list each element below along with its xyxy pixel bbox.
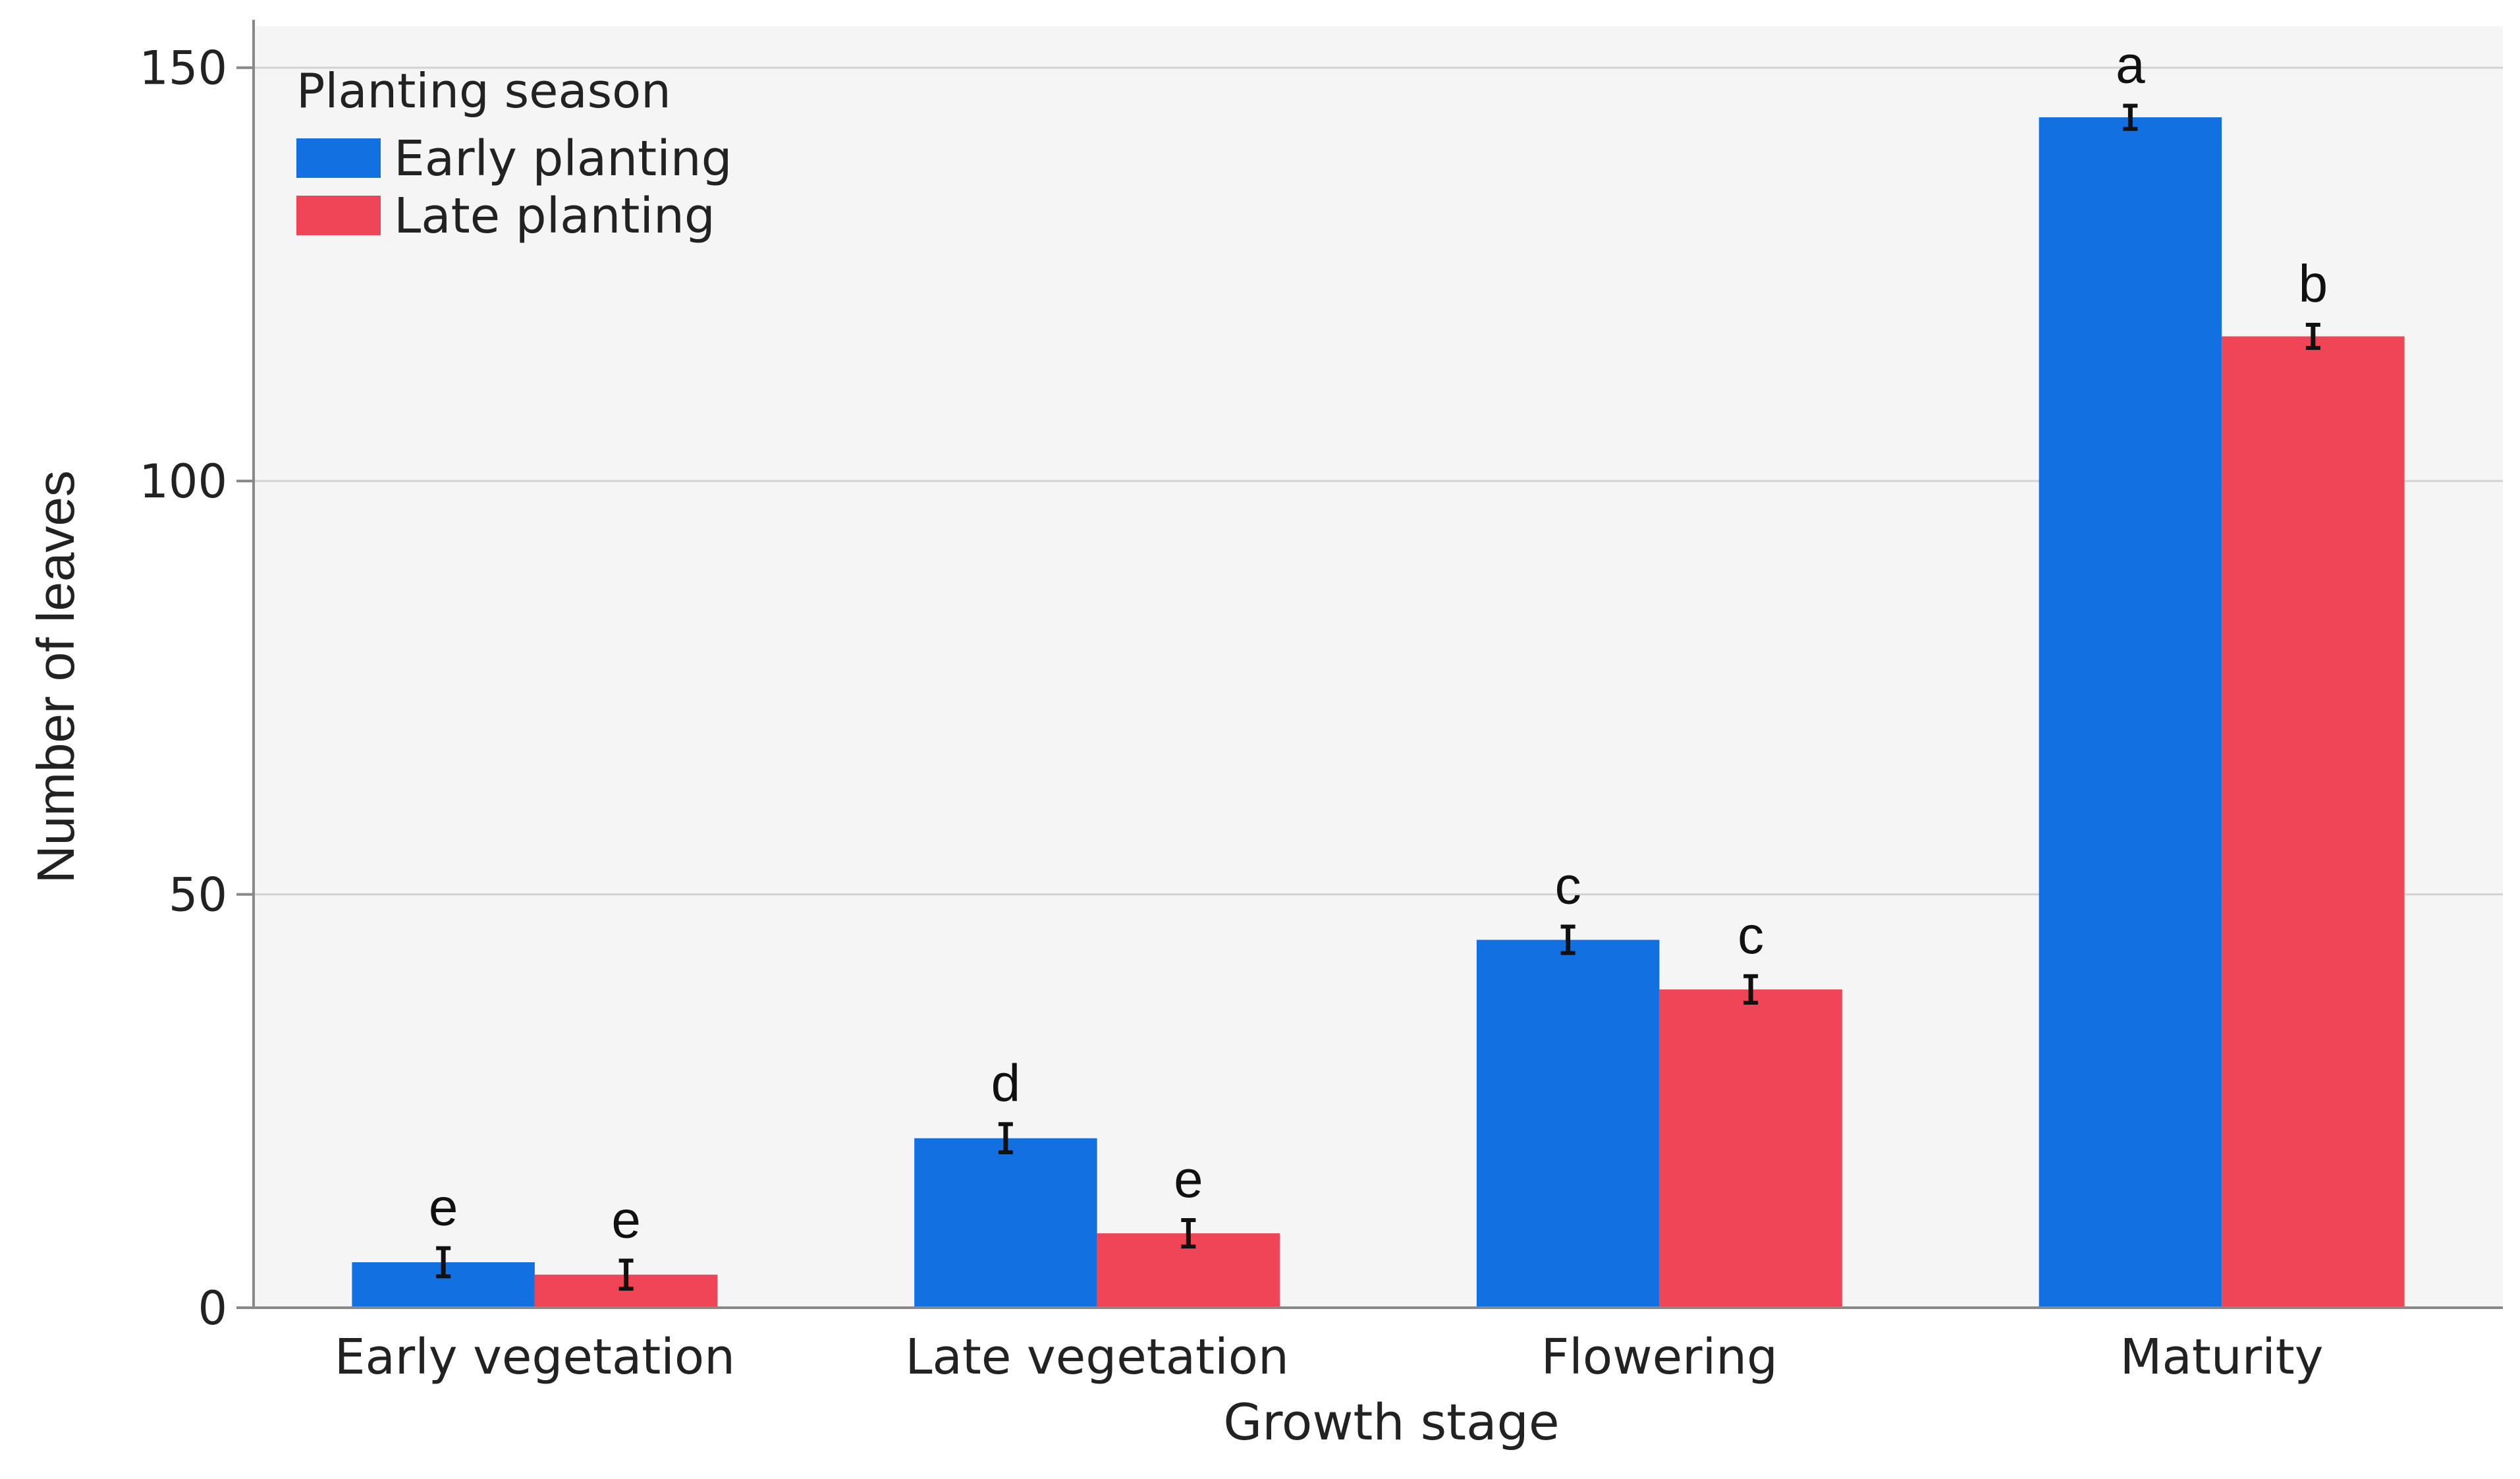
sig-letter-late-planting-late-vegetation: e xyxy=(1174,1150,1203,1208)
error-bar-early-planting-late-vegetation xyxy=(998,1122,1013,1155)
bar-late-planting-maturity xyxy=(2222,336,2405,1308)
legend-title: Planting season xyxy=(296,63,671,119)
error-bar-late-planting-late-vegetation xyxy=(1181,1217,1196,1249)
sig-letter-early-planting-maturity: a xyxy=(2116,35,2145,94)
legend-label-early-planting: Early planting xyxy=(394,130,732,187)
error-bar-late-planting-early-vegetation xyxy=(618,1258,634,1291)
error-bar-early-planting-maturity xyxy=(2123,103,2138,131)
y-tick-label-150: 150 xyxy=(139,42,227,96)
legend-swatch-late-planting xyxy=(296,196,381,235)
bar-early-planting-maturity xyxy=(2039,117,2222,1308)
error-bar-late-planting-maturity xyxy=(2305,322,2320,350)
x-tick-label-maturity: Maturity xyxy=(2120,1329,2324,1385)
y-axis-title: Number of leaves xyxy=(26,470,85,883)
sig-letter-late-planting-maturity: b xyxy=(2299,254,2328,313)
bars xyxy=(352,117,2405,1308)
x-tick-label-flowering: Flowering xyxy=(1541,1329,1778,1385)
x-axis-ticks: Early vegetation Late vegetation Flowering… xyxy=(335,1329,2324,1385)
y-tick-label-100: 100 xyxy=(139,455,227,509)
x-axis-title: Growth stage xyxy=(1223,1393,1559,1451)
axes xyxy=(252,20,2503,1309)
x-tick-label-late-vegetation: Late vegetation xyxy=(905,1329,1289,1385)
y-axis-ticks: 0 50 100 150 xyxy=(139,42,254,1335)
sig-letter-late-planting-early-vegetation: e xyxy=(611,1190,641,1248)
error-bar-late-planting-flowering xyxy=(1743,974,1759,1005)
sig-letter-early-planting-early-vegetation: e xyxy=(429,1178,458,1237)
error-bars xyxy=(436,103,2320,1291)
bar-early-planting-flowering xyxy=(1476,939,1660,1308)
bar-early-planting-late-vegetation xyxy=(914,1138,1097,1308)
error-bar-early-planting-flowering xyxy=(1560,924,1575,955)
y-tick-label-0: 0 xyxy=(198,1281,227,1335)
x-tick-label-early-vegetation: Early vegetation xyxy=(335,1329,735,1385)
legend: Planting season Early planting Late plan… xyxy=(296,63,732,244)
legend-swatch-early-planting xyxy=(296,138,381,178)
legend-label-late-planting: Late planting xyxy=(394,188,715,244)
y-tick-label-50: 50 xyxy=(169,868,227,922)
significance-letters: e e d e c c a b xyxy=(429,35,2328,1248)
sig-letter-early-planting-late-vegetation: d xyxy=(991,1053,1021,1112)
error-bar-early-planting-early-vegetation xyxy=(436,1246,451,1279)
bar-late-planting-flowering xyxy=(1659,989,1842,1308)
sig-letter-late-planting-flowering: c xyxy=(1738,906,1764,964)
sig-letter-early-planting-flowering: c xyxy=(1555,856,1581,915)
